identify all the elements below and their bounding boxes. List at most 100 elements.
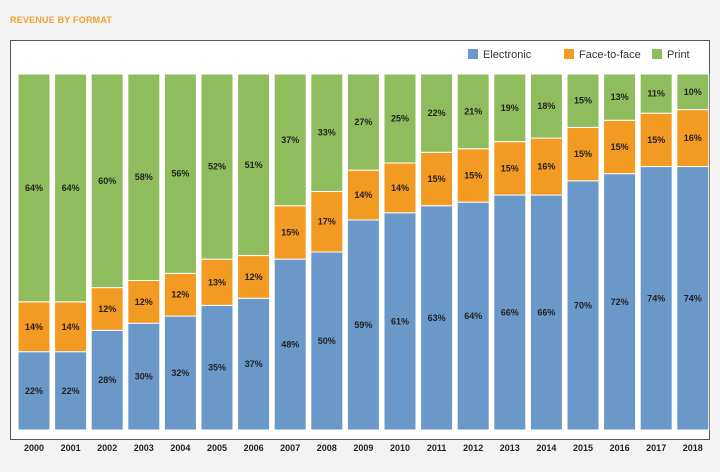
bar-face-to-face-2006 bbox=[237, 255, 271, 299]
data-label-electronic-2014: 66% bbox=[537, 308, 555, 318]
bar-electronic-2018 bbox=[676, 166, 710, 431]
data-label-face-to-face-2000: 14% bbox=[25, 322, 43, 332]
bar-face-to-face-2007 bbox=[273, 205, 307, 260]
legend-swatch-print bbox=[652, 49, 662, 59]
bar-electronic-2015 bbox=[566, 180, 600, 431]
bar-electronic-2000 bbox=[17, 351, 51, 431]
data-label-print-2003: 58% bbox=[135, 172, 153, 182]
data-label-face-to-face-2015: 15% bbox=[574, 149, 592, 159]
data-label-print-2001: 64% bbox=[62, 183, 80, 193]
bar-print-2015 bbox=[566, 73, 600, 128]
bar-electronic-2011 bbox=[420, 205, 454, 431]
x-tick-label-2001: 2001 bbox=[61, 443, 81, 453]
data-label-print-2000: 64% bbox=[25, 183, 43, 193]
bar-print-2014 bbox=[529, 73, 563, 139]
bar-face-to-face-2015 bbox=[566, 126, 600, 182]
bar-electronic-2014 bbox=[529, 194, 563, 431]
data-label-print-2012: 21% bbox=[464, 106, 482, 116]
bar-print-2006 bbox=[237, 73, 271, 257]
x-tick-label-2013: 2013 bbox=[500, 443, 520, 453]
data-label-print-2015: 15% bbox=[574, 96, 592, 106]
bar-print-2011 bbox=[420, 73, 454, 153]
bar-electronic-2005 bbox=[200, 304, 234, 431]
data-label-electronic-2015: 70% bbox=[574, 300, 592, 310]
bar-electronic-2002 bbox=[90, 329, 124, 431]
legend-swatch-face-to-face bbox=[564, 49, 574, 59]
data-label-face-to-face-2004: 12% bbox=[171, 290, 189, 300]
data-label-print-2008: 33% bbox=[318, 128, 336, 138]
bar-electronic-2008 bbox=[310, 251, 344, 431]
x-tick-label-2006: 2006 bbox=[244, 443, 264, 453]
legend-swatch-electronic bbox=[468, 49, 478, 59]
data-label-electronic-2016: 72% bbox=[611, 297, 629, 307]
bar-face-to-face-2003 bbox=[127, 279, 161, 324]
data-label-face-to-face-2009: 14% bbox=[354, 190, 372, 200]
data-label-electronic-2011: 63% bbox=[428, 313, 446, 323]
data-label-electronic-2001: 22% bbox=[62, 386, 80, 396]
bar-face-to-face-2017 bbox=[639, 112, 673, 168]
bar-print-2013 bbox=[493, 73, 527, 143]
data-label-face-to-face-2003: 12% bbox=[135, 297, 153, 307]
data-label-face-to-face-2012: 15% bbox=[464, 170, 482, 180]
data-label-print-2017: 11% bbox=[647, 89, 665, 99]
data-label-face-to-face-2010: 14% bbox=[391, 183, 409, 193]
data-label-electronic-2007: 48% bbox=[281, 340, 299, 350]
data-label-print-2004: 56% bbox=[171, 169, 189, 179]
data-label-face-to-face-2013: 15% bbox=[501, 163, 519, 173]
data-label-electronic-2005: 35% bbox=[208, 363, 226, 373]
data-label-electronic-2002: 28% bbox=[98, 375, 116, 385]
data-label-print-2007: 37% bbox=[281, 135, 299, 145]
x-tick-label-2012: 2012 bbox=[463, 443, 483, 453]
data-label-face-to-face-2008: 17% bbox=[318, 217, 336, 227]
data-label-electronic-2004: 32% bbox=[171, 368, 189, 378]
x-tick-label-2002: 2002 bbox=[97, 443, 117, 453]
bar-print-2010 bbox=[383, 73, 417, 164]
data-label-print-2014: 18% bbox=[537, 101, 555, 111]
data-label-face-to-face-2007: 15% bbox=[281, 227, 299, 237]
x-tick-label-2003: 2003 bbox=[134, 443, 154, 453]
data-label-face-to-face-2014: 16% bbox=[537, 162, 555, 172]
bar-electronic-2007 bbox=[273, 258, 307, 431]
bar-print-2012 bbox=[456, 73, 490, 150]
data-label-print-2011: 22% bbox=[428, 108, 446, 118]
bar-face-to-face-2012 bbox=[456, 148, 490, 203]
x-tick-label-2009: 2009 bbox=[353, 443, 373, 453]
data-label-print-2002: 60% bbox=[98, 176, 116, 186]
data-label-print-2016: 13% bbox=[611, 92, 629, 102]
bar-face-to-face-2011 bbox=[420, 151, 454, 207]
data-label-electronic-2009: 59% bbox=[354, 320, 372, 330]
legend-label-print: Print bbox=[667, 49, 690, 61]
legend-label-face-to-face: Face-to-face bbox=[579, 49, 641, 61]
bar-electronic-2017 bbox=[639, 166, 673, 431]
bar-face-to-face-2009 bbox=[346, 169, 380, 221]
x-tick-label-2005: 2005 bbox=[207, 443, 227, 453]
data-label-print-2010: 25% bbox=[391, 114, 409, 124]
data-label-face-to-face-2016: 15% bbox=[611, 142, 629, 152]
x-tick-label-2007: 2007 bbox=[280, 443, 300, 453]
bar-electronic-2004 bbox=[163, 315, 197, 431]
bar-face-to-face-2010 bbox=[383, 162, 417, 214]
data-label-electronic-2010: 61% bbox=[391, 316, 409, 326]
bar-print-2016 bbox=[603, 73, 637, 121]
data-label-face-to-face-2001: 14% bbox=[62, 322, 80, 332]
data-label-face-to-face-2011: 15% bbox=[428, 174, 446, 184]
bar-electronic-2006 bbox=[237, 297, 271, 431]
bar-print-2005 bbox=[200, 73, 234, 260]
bar-face-to-face-2008 bbox=[310, 190, 344, 253]
data-label-print-2005: 52% bbox=[208, 162, 226, 172]
x-tick-label-2015: 2015 bbox=[573, 443, 593, 453]
bar-face-to-face-2016 bbox=[603, 119, 637, 175]
x-tick-label-2011: 2011 bbox=[427, 443, 447, 453]
data-label-electronic-2013: 66% bbox=[501, 308, 519, 318]
bar-print-2003 bbox=[127, 73, 161, 281]
x-tick-label-2008: 2008 bbox=[317, 443, 337, 453]
x-tick-label-2010: 2010 bbox=[390, 443, 410, 453]
legend-label-electronic: Electronic bbox=[483, 49, 532, 61]
bar-face-to-face-2014 bbox=[529, 137, 563, 196]
bar-print-2002 bbox=[90, 73, 124, 289]
bar-print-2007 bbox=[273, 73, 307, 207]
data-label-electronic-2006: 37% bbox=[245, 359, 263, 369]
bar-print-2000 bbox=[17, 73, 51, 303]
bar-face-to-face-2005 bbox=[200, 258, 234, 306]
